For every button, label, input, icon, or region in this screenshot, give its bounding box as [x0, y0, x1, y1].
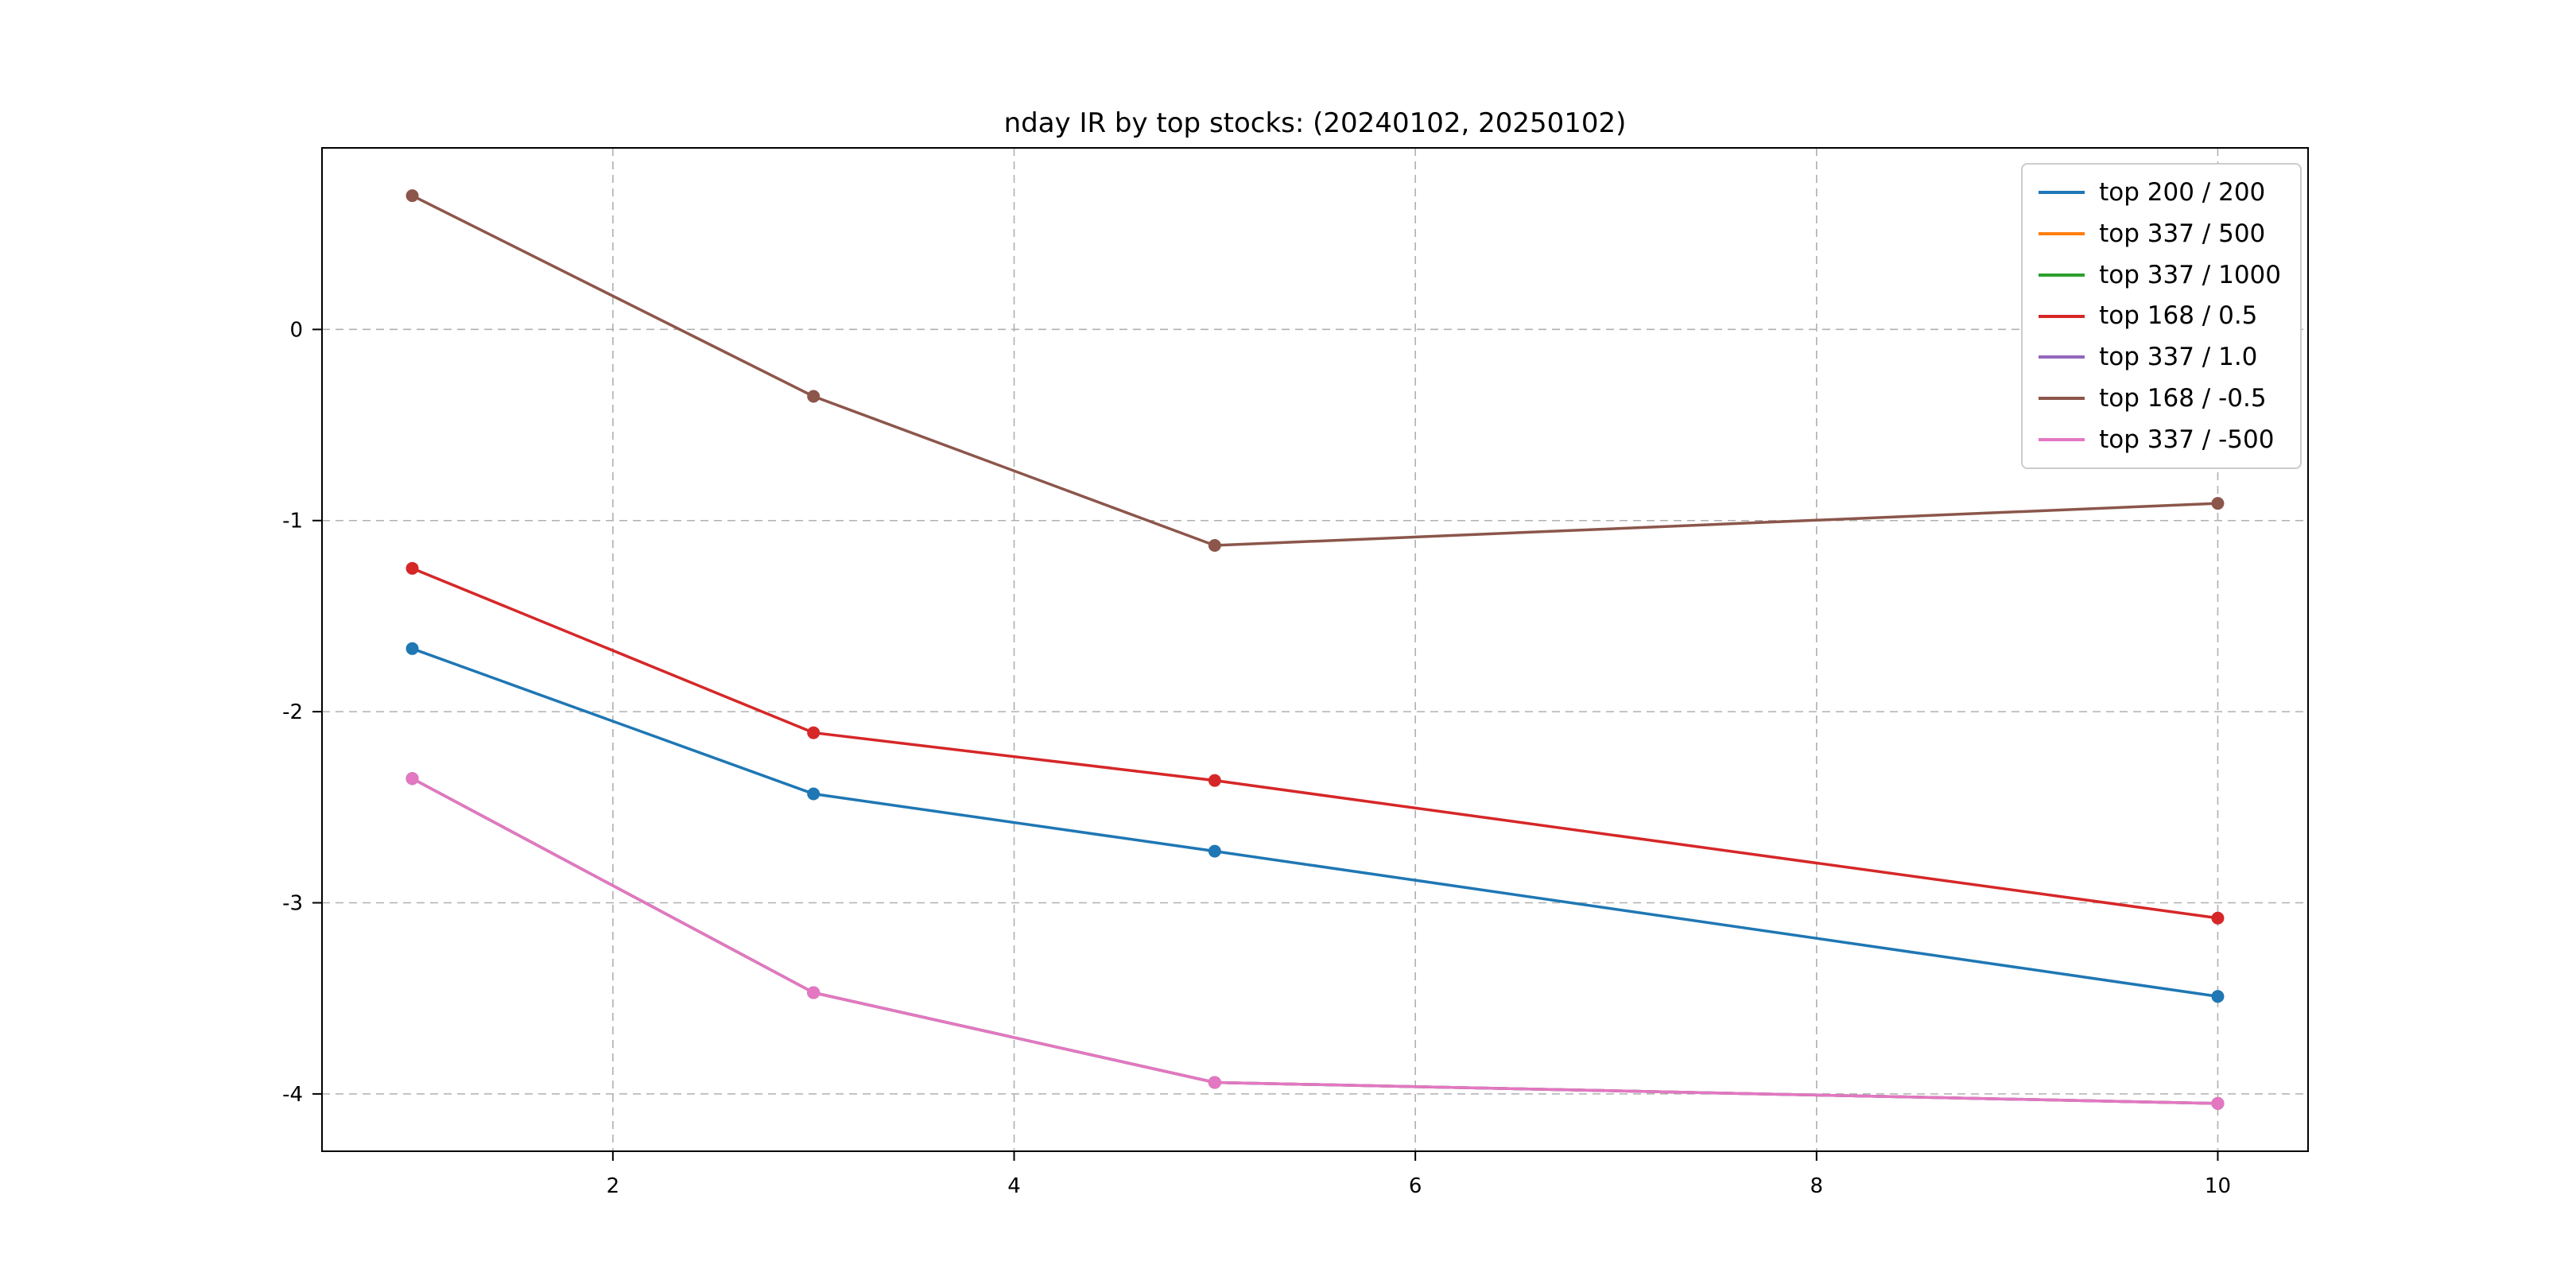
x-tick-label: 6	[1409, 1174, 1422, 1198]
data-point-marker	[2211, 990, 2225, 1003]
legend-swatch	[2039, 191, 2085, 195]
legend-label: top 168 / -0.5	[2099, 383, 2267, 413]
legend-label: top 337 / 1000	[2099, 260, 2281, 289]
legend-entry: top 337 / 1000	[2039, 260, 2281, 291]
data-point-marker	[807, 787, 821, 801]
legend-entry: top 337 / -500	[2039, 425, 2281, 456]
legend-swatch	[2039, 355, 2085, 359]
data-point-marker	[405, 189, 419, 203]
legend-entry: top 168 / -0.5	[2039, 383, 2281, 414]
legend-entry: top 337 / 1.0	[2039, 342, 2281, 373]
series-line	[410, 777, 2220, 1105]
data-point-marker	[1208, 774, 1221, 787]
data-point-marker	[405, 561, 419, 575]
legend-entry: top 168 / 0.5	[2039, 301, 2281, 332]
legend-swatch	[2039, 232, 2085, 236]
legend-label: top 168 / 0.5	[2099, 301, 2258, 331]
legend-swatch	[2039, 397, 2085, 401]
y-tick-label: -1	[282, 510, 303, 533]
y-tick-label: -4	[282, 1083, 303, 1107]
data-point-marker	[2211, 911, 2225, 925]
data-point-marker	[1208, 1076, 1221, 1089]
y-tick-label: -2	[282, 700, 303, 724]
y-tick-label: -3	[282, 892, 303, 916]
x-tick-label: 8	[1810, 1174, 1824, 1198]
series-line	[410, 647, 2220, 999]
data-point-marker	[2211, 1096, 2225, 1110]
legend-swatch	[2039, 314, 2085, 318]
x-tick-label: 4	[1007, 1174, 1021, 1198]
series-line	[410, 777, 2220, 1105]
series-line	[410, 567, 2220, 920]
data-point-marker	[807, 986, 821, 999]
x-tick-label: 10	[2205, 1174, 2231, 1198]
legend-label: top 337 / 1.0	[2099, 343, 2258, 371]
legend-swatch	[2039, 273, 2085, 277]
series-line	[410, 777, 2220, 1105]
plot-border	[321, 147, 2309, 1152]
legend: top 200 / 200 top 337 / 500 top 337 / 1000…	[2021, 163, 2302, 470]
x-tick-label: 2	[607, 1174, 620, 1198]
legend-entry: top 200 / 200	[2039, 177, 2281, 208]
chart-title: nday IR by top stocks: (20240102, 202501…	[1003, 107, 1627, 139]
data-point-marker	[1208, 844, 1221, 858]
data-point-marker	[405, 642, 419, 655]
legend-label: top 200 / 200	[2099, 178, 2266, 207]
series-line	[410, 777, 2220, 1105]
data-point-marker	[2211, 497, 2225, 510]
data-point-marker	[1208, 538, 1221, 552]
legend-label: top 337 / 500	[2099, 219, 2266, 248]
data-point-marker	[405, 772, 419, 786]
data-point-marker	[807, 390, 821, 403]
legend-label: top 337 / -500	[2099, 425, 2275, 454]
y-tick-label: 0	[289, 318, 303, 342]
legend-swatch	[2039, 437, 2085, 441]
legend-entry: top 337 / 500	[2039, 219, 2281, 250]
data-point-marker	[807, 726, 821, 739]
series-line	[410, 194, 2220, 547]
